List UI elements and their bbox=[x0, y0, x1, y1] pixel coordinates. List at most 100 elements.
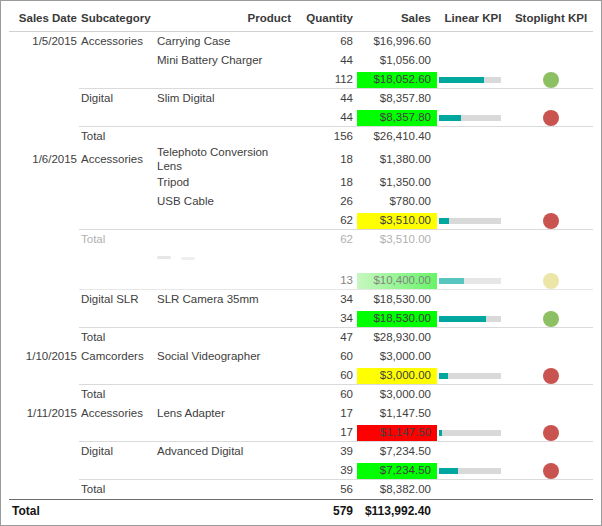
stoplight-kpi-indicator bbox=[509, 70, 593, 89]
cell-product bbox=[151, 328, 301, 347]
cell-subcategory bbox=[79, 366, 151, 385]
cell-sales-date bbox=[9, 271, 79, 290]
sales-text: $8,382.00 bbox=[380, 483, 431, 497]
sales-text: $1,056.00 bbox=[380, 54, 431, 68]
column-header-sales: Sales bbox=[357, 5, 437, 31]
cell-subcategory: Camcorders bbox=[79, 347, 151, 366]
cell-sales-date: 1/10/2015 bbox=[9, 347, 79, 366]
cell-quantity: 17 bbox=[301, 423, 357, 442]
cell-subcategory bbox=[79, 249, 151, 271]
cell-quantity: 112 bbox=[301, 70, 357, 89]
table-row: Total 56 $8,382.00 bbox=[9, 480, 593, 499]
cell-sales: $780.00 bbox=[357, 192, 437, 211]
cell-sales: $3,510.00 bbox=[357, 230, 437, 249]
kpi-bar-track bbox=[439, 468, 501, 474]
cell-sales: $3,000.00 bbox=[357, 385, 437, 404]
cell-quantity: 56 bbox=[301, 480, 357, 499]
sales-text: $18,052.60 bbox=[373, 73, 431, 87]
stoplight-kpi-indicator bbox=[509, 423, 593, 442]
stoplight-kpi-indicator bbox=[509, 32, 593, 51]
cell-product: Slim Digital bbox=[151, 89, 301, 108]
cell-quantity: 44 bbox=[301, 51, 357, 70]
kpi-bar-fill bbox=[439, 430, 442, 436]
stoplight-kpi-indicator bbox=[509, 146, 593, 173]
product-text: Tripod bbox=[157, 176, 189, 190]
table-row: 13 $10,400.00 bbox=[9, 271, 593, 290]
cell-sales-date bbox=[9, 192, 79, 211]
cell-sales-date bbox=[9, 442, 79, 461]
cell-sales: $8,357.80 bbox=[357, 89, 437, 108]
cell-product: SLR Camera 35mm bbox=[151, 290, 301, 309]
cell-product bbox=[151, 70, 301, 89]
cell-subcategory: Total bbox=[79, 230, 151, 249]
grand-total-spacer bbox=[151, 500, 301, 524]
sales-text: $780.00 bbox=[389, 195, 431, 209]
cell-sales-date: 1/11/2015 bbox=[9, 404, 79, 423]
stoplight-kpi-indicator bbox=[509, 366, 593, 385]
linear-kpi-gauge bbox=[437, 309, 509, 328]
sales-text: $1,380.00 bbox=[380, 153, 431, 167]
cell-subcategory bbox=[79, 423, 151, 442]
cell-product: Tripod bbox=[151, 173, 301, 192]
cell-subcategory bbox=[79, 211, 151, 230]
sales-text: $18,530.00 bbox=[373, 293, 431, 307]
linear-kpi-gauge bbox=[437, 89, 509, 108]
column-header-product: Product bbox=[151, 5, 301, 31]
table-row: 112 $18,052.60 bbox=[9, 70, 593, 89]
cell-product bbox=[151, 127, 301, 146]
sales-text: $3,000.00 bbox=[380, 388, 431, 402]
cell-product: Lens Adapter bbox=[151, 404, 301, 423]
cell-sales-date bbox=[9, 328, 79, 347]
cell-sales: $7,234.50 bbox=[357, 463, 437, 479]
product-text: Lens Adapter bbox=[157, 407, 225, 421]
sales-text: $16,996.60 bbox=[373, 35, 431, 49]
kpi-bar-track bbox=[439, 77, 501, 83]
cell-sales-date bbox=[9, 461, 79, 480]
cell-subcategory: Accessories bbox=[79, 146, 151, 173]
cell-sales: $1,147.50 bbox=[357, 404, 437, 423]
stoplight-kpi-indicator bbox=[509, 309, 593, 328]
cell-product bbox=[151, 249, 301, 271]
cell-subcategory bbox=[79, 309, 151, 328]
cell-sales: $26,410.40 bbox=[357, 127, 437, 146]
linear-kpi-gauge bbox=[437, 173, 509, 192]
kpi-bar-fill bbox=[439, 373, 448, 379]
cell-sales: $10,400.00 bbox=[357, 273, 437, 289]
linear-kpi-gauge bbox=[437, 347, 509, 366]
stoplight-kpi-indicator bbox=[509, 461, 593, 480]
grand-total-spacer bbox=[509, 500, 593, 524]
table-row: USB Cable 26 $780.00 bbox=[9, 192, 593, 211]
cell-quantity: 47 bbox=[301, 328, 357, 347]
cell-quantity: 34 bbox=[301, 309, 357, 328]
cell-subcategory bbox=[79, 192, 151, 211]
cell-quantity: 18 bbox=[301, 146, 357, 173]
linear-kpi-gauge bbox=[437, 404, 509, 423]
table-row: Total 60 $3,000.00 bbox=[9, 385, 593, 404]
kpi-bar-fill bbox=[439, 115, 461, 121]
table-row: 39 $7,234.50 bbox=[9, 461, 593, 480]
column-header-sales-date: Sales Date bbox=[9, 5, 79, 31]
table-row: Total 47 $28,930.00 bbox=[9, 328, 593, 347]
cell-subcategory bbox=[79, 108, 151, 127]
table-row: 34 $18,530.00 bbox=[9, 309, 593, 328]
table-row: 62 $3,510.00 bbox=[9, 211, 593, 230]
cell-sales: $18,052.60 bbox=[357, 72, 437, 88]
stoplight-dot-icon bbox=[543, 110, 559, 126]
kpi-bar-fill bbox=[439, 316, 486, 322]
cell-sales bbox=[357, 249, 437, 271]
grand-total-spacer bbox=[79, 500, 151, 524]
cell-subcategory bbox=[79, 173, 151, 192]
table-row: 17 $1,147.50 bbox=[9, 423, 593, 442]
cell-product: Mini Battery Charger bbox=[151, 51, 301, 70]
product-text: SLR Camera 35mm bbox=[157, 293, 259, 307]
linear-kpi-gauge bbox=[437, 51, 509, 70]
linear-kpi-gauge bbox=[437, 108, 509, 127]
cell-subcategory: Accessories bbox=[79, 404, 151, 423]
cell-sales-date: 1/6/2015 bbox=[9, 146, 79, 173]
sales-text: $8,357.80 bbox=[380, 92, 431, 106]
cell-quantity: 60 bbox=[301, 366, 357, 385]
product-text: Carrying Case bbox=[157, 35, 231, 49]
linear-kpi-gauge bbox=[437, 32, 509, 51]
cell-subcategory bbox=[79, 70, 151, 89]
linear-kpi-gauge bbox=[437, 211, 509, 230]
